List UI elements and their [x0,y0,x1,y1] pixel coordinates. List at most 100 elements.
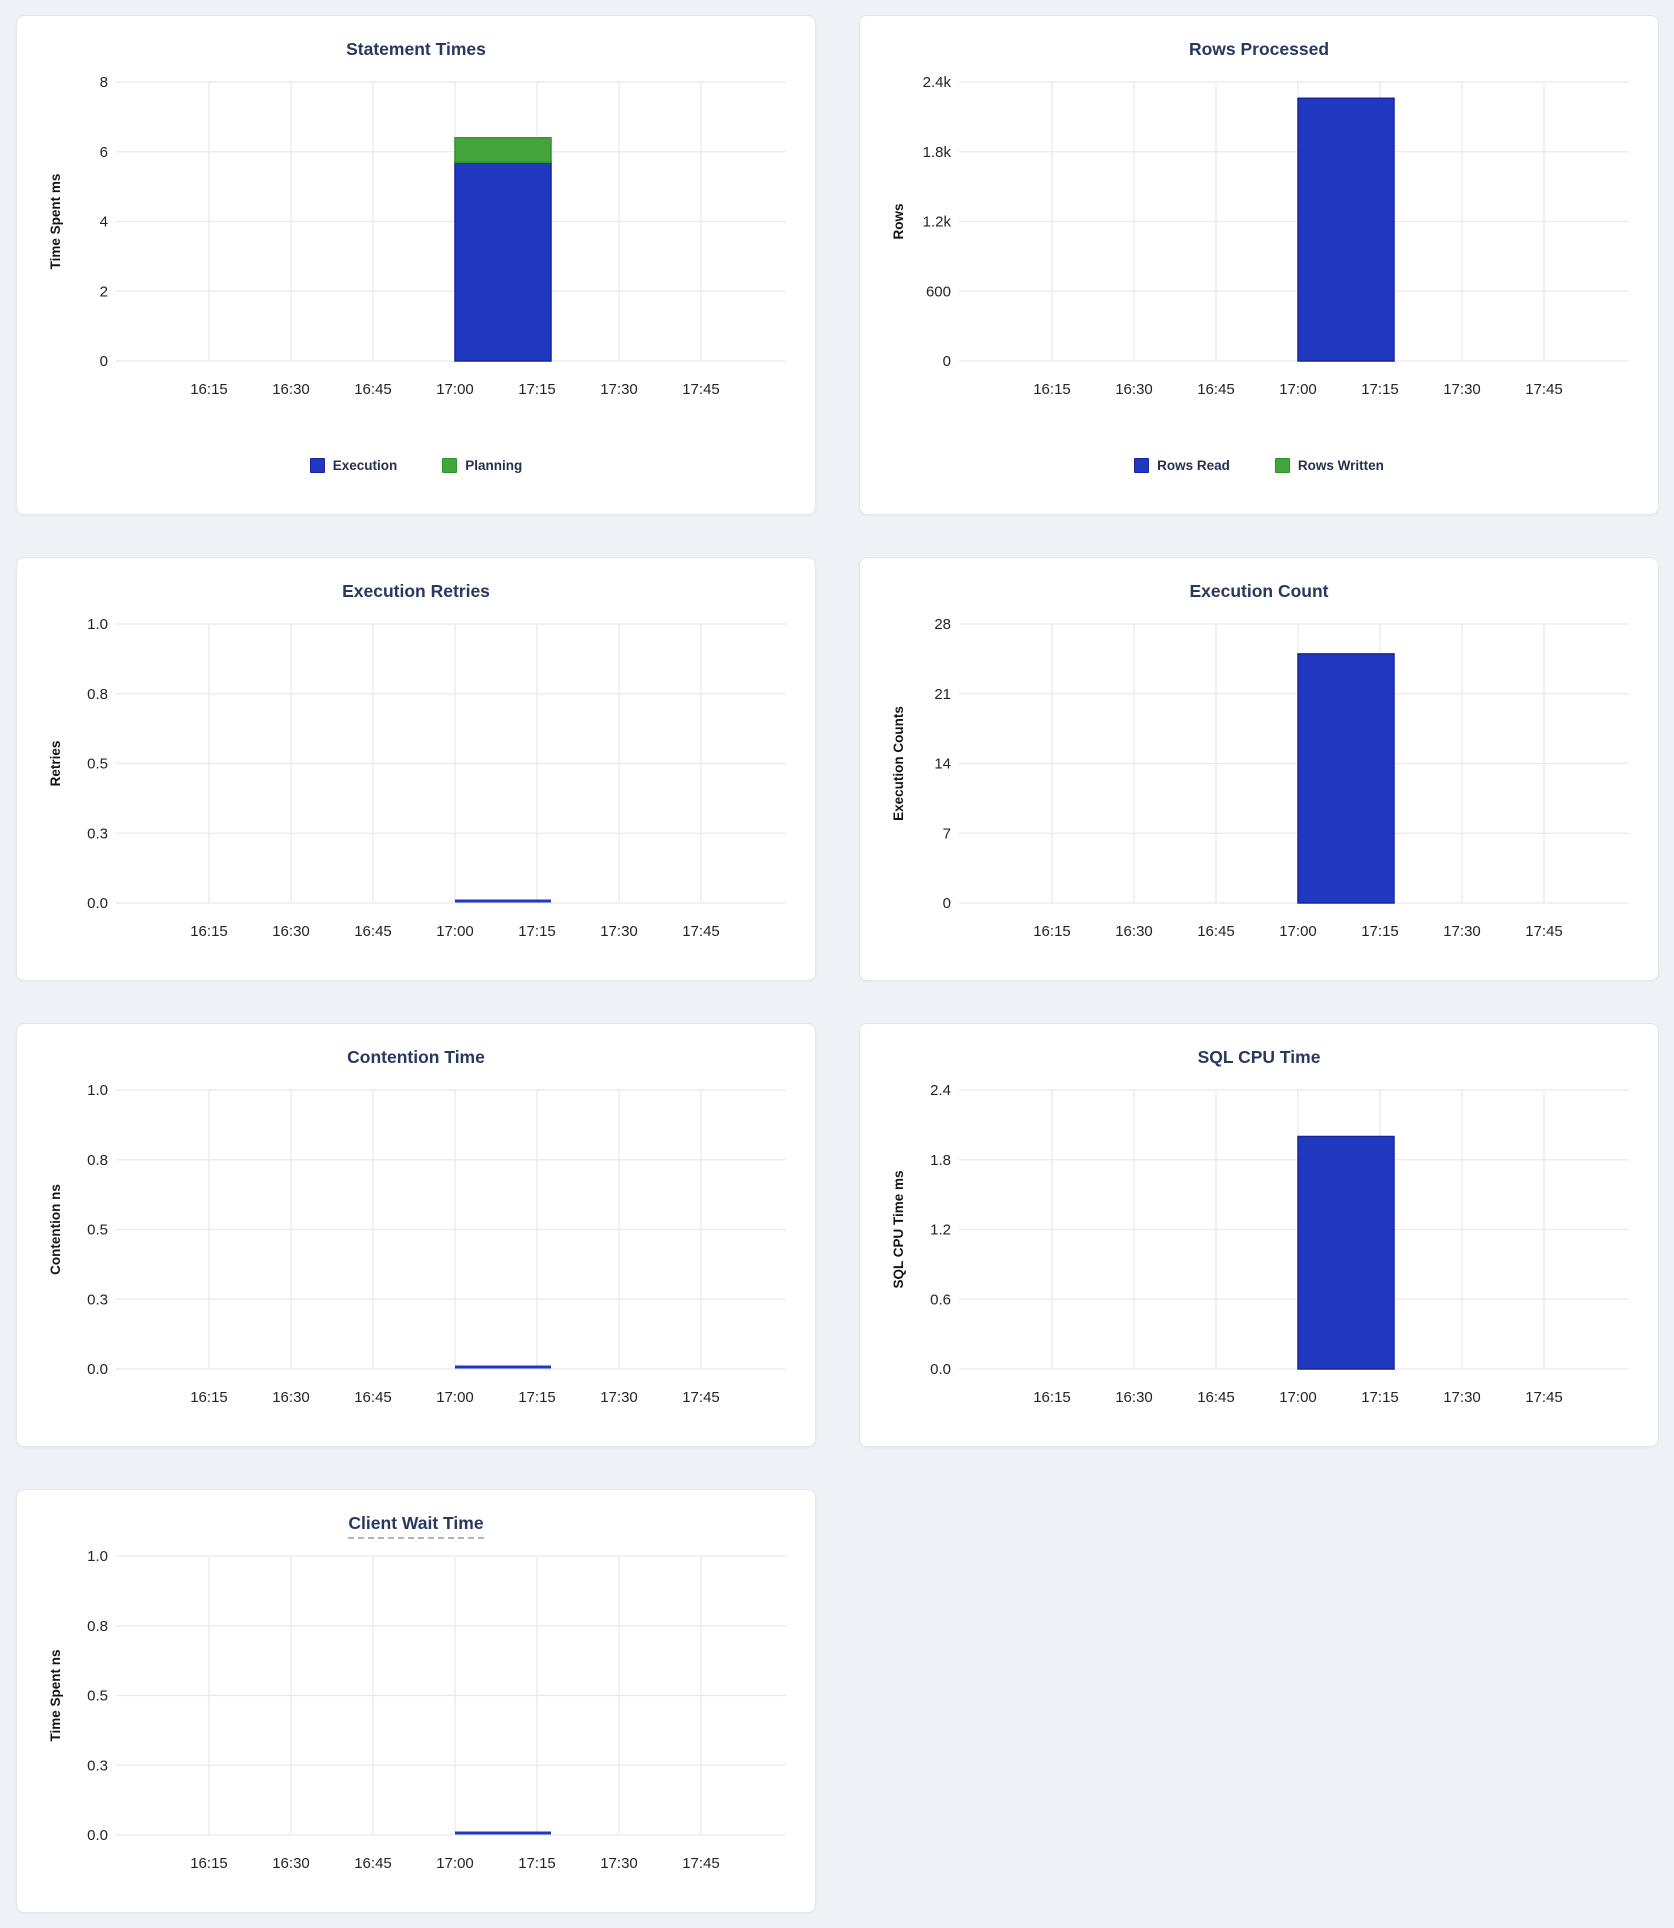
h-gridlines: 28 21 14 7 0 [934,616,1629,912]
h-gridlines: 2.4k 1.8k 1.2k 600 0 [923,74,1629,370]
chart-title-text: SQL CPU Time [1197,1047,1321,1067]
chart-title: SQL CPU Time [860,1046,1658,1068]
chart-card-sql-cpu-time: SQL CPU Time 2.4 1.8 1.2 0.6 0.0 16:15 16:30 16… [859,1023,1659,1447]
legend-swatch-blue [1134,458,1150,473]
legend-item-rows-read: Rows Read [1134,458,1230,473]
v-gridlines: 16:15 16:30 16:45 17:00 17:15 17:30 17:45 [1033,1090,1563,1406]
chart-svg-contention-time: 1.0 0.8 0.5 0.3 0.0 16:15 16:30 16:45 17:00 17:15… [48,1082,786,1406]
x-tick-label: 16:15 [1033,381,1071,398]
y-tick-label: 2.4 [930,1082,951,1099]
chart-plot: 2.4k 1.8k 1.2k 600 0 16:15 16:30 16:45 17:00 17:1… [860,16,1658,514]
chart-legend: Execution Planning [17,458,815,473]
x-tick-label: 17:15 [1361,381,1399,398]
x-tick-label: 17:15 [518,1389,556,1406]
chart-card-contention-time: Contention Time 1.0 0.8 0.5 0.3 0.0 16:15 16:3… [16,1023,816,1447]
bar-execution [454,161,552,362]
bar-execution-count [1297,653,1395,904]
x-tick-label: 17:00 [436,381,474,398]
x-tick-label: 17:00 [436,1389,474,1406]
chart-card-execution-retries: Execution Retries 1.0 0.8 0.5 0.3 0.0 16:15 16… [16,557,816,981]
v-gridlines: 16:15 16:30 16:45 17:00 17:15 17:30 17:45 [190,1556,720,1872]
x-tick-label: 17:30 [600,1389,638,1406]
chart-svg-sql-cpu-time: 2.4 1.8 1.2 0.6 0.0 16:15 16:30 16:45 17:00 17:15… [891,1082,1629,1406]
x-tick-label: 16:15 [1033,923,1071,940]
chart-svg-execution-retries: 1.0 0.8 0.5 0.3 0.0 16:15 16:30 16:45 17:00 17:15… [48,616,786,940]
y-tick-label: 0.5 [87,756,108,773]
x-tick-label: 17:15 [1361,1389,1399,1406]
x-tick-label: 17:15 [518,923,556,940]
chart-title: Client Wait Time [17,1512,815,1539]
chart-card-rows-processed: Rows Processed 2.4k 1.8k 1.2k 600 0 16:15 16:3… [859,15,1659,515]
x-tick-label: 17:30 [600,381,638,398]
legend-label: Rows Written [1297,458,1384,473]
y-axis-label: Time Spent ns [48,1649,63,1741]
y-tick-label: 21 [934,686,951,703]
bar-sql-cpu-time [1297,1135,1395,1370]
chart-title: Contention Time [17,1046,815,1068]
y-tick-label: 0 [100,353,108,370]
x-tick-label: 17:45 [1525,381,1563,398]
y-tick-label: 1.0 [87,1548,108,1565]
y-tick-label: 0.8 [87,1618,108,1635]
x-tick-label: 17:15 [1361,923,1399,940]
chart-title-text: Rows Processed [1188,39,1330,59]
y-tick-label: 1.2 [930,1222,951,1239]
y-tick-label: 0.5 [87,1222,108,1239]
y-axis-label: Contention ns [48,1184,63,1275]
v-gridlines: 16:15 16:30 16:45 17:00 17:15 17:30 17:45 [190,1090,720,1406]
x-tick-label: 16:15 [190,923,228,940]
x-tick-label: 16:15 [190,1855,228,1872]
x-tick-label: 17:15 [518,381,556,398]
x-tick-label: 17:00 [436,1855,474,1872]
chart-title-text: Execution Retries [342,581,490,601]
x-tick-label: 16:15 [190,381,228,398]
y-tick-label: 0.0 [87,1827,108,1844]
chart-svg-statement-times: 8 6 4 2 0 16:15 16:30 16:45 17:00 17:15 17:30 17:45… [48,74,786,398]
x-tick-label: 17:45 [682,1855,720,1872]
y-axis-label: SQL CPU Time ms [891,1170,906,1288]
y-tick-label: 0.6 [930,1291,951,1308]
y-tick-label: 8 [100,74,108,91]
y-tick-label: 14 [934,756,951,773]
y-axis-label: Time Spent ms [48,174,63,270]
x-tick-label: 17:30 [600,923,638,940]
y-tick-label: 4 [100,214,108,231]
h-gridlines: 8 6 4 2 0 [100,74,786,370]
chart-title: Statement Times [17,38,815,60]
x-tick-label: 16:45 [1197,1389,1235,1406]
x-tick-label: 17:30 [1443,923,1481,940]
chart-plot: 1.0 0.8 0.5 0.3 0.0 16:15 16:30 16:45 17:00 17:15… [17,1024,815,1446]
chart-card-execution-count: Execution Count 28 21 14 7 0 16:15 16:30 16:45 1… [859,557,1659,981]
legend-label: Planning [465,458,523,473]
y-axis-label: Retries [48,741,63,787]
chart-title-text: Execution Count [1189,581,1329,601]
y-tick-label: 2.4k [923,74,952,91]
y-tick-label: 1.0 [87,1082,108,1099]
legend-item-planning: Planning [442,458,522,473]
chart-legend: Rows Read Rows Written [860,458,1658,473]
y-tick-label: 600 [926,283,951,300]
bar-rows-read [1297,97,1395,362]
chart-title-text: Statement Times [346,39,486,59]
y-tick-label: 0 [943,895,951,912]
x-tick-label: 17:15 [518,1855,556,1872]
legend-item-execution: Execution [309,458,397,473]
chart-card-statement-times: Statement Times 8 6 4 2 0 16:15 16:30 16:45 17:0… [16,15,816,515]
y-axis-label: Execution Counts [891,706,906,821]
v-gridlines: 16:15 16:30 16:45 17:00 17:15 17:30 17:45 [1033,82,1563,398]
y-tick-label: 2 [100,283,108,300]
x-tick-label: 17:30 [600,1855,638,1872]
h-gridlines: 1.0 0.8 0.5 0.3 0.0 [87,1082,786,1378]
y-tick-label: 0.8 [87,1152,108,1169]
chart-title: Execution Count [860,580,1658,602]
x-tick-label: 16:30 [272,923,310,940]
chart-title-text: Contention Time [347,1047,485,1067]
chart-svg-execution-count: 28 21 14 7 0 16:15 16:30 16:45 17:00 17:15 17:30 17… [891,616,1629,940]
y-tick-label: 0.3 [87,825,108,842]
chart-plot: 1.0 0.8 0.5 0.3 0.0 16:15 16:30 16:45 17:00 17:15… [17,1490,815,1912]
x-tick-label: 17:45 [682,381,720,398]
x-tick-label: 17:30 [1443,1389,1481,1406]
x-tick-label: 16:30 [1115,381,1153,398]
legend-label: Rows Read [1157,458,1230,473]
